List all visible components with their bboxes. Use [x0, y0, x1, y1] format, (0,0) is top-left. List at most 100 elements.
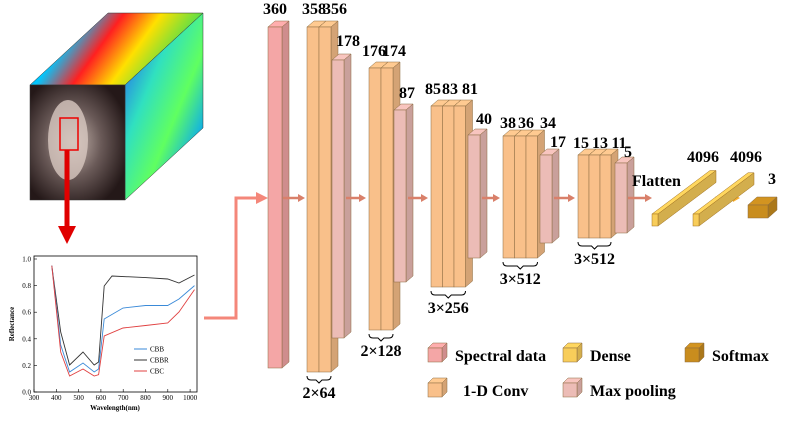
flatten-label: Flatten [632, 173, 681, 190]
output-units: 3 [768, 171, 776, 188]
legend-swatch [562, 377, 583, 398]
y-tick-label: 0.2 [22, 362, 31, 370]
prism-side [551, 148, 560, 244]
size-label: 34 [540, 115, 556, 132]
legend-swatch [427, 342, 448, 363]
size-label: 87 [399, 85, 415, 102]
prism-side [626, 156, 635, 234]
flow-arrow-head [298, 194, 305, 202]
prism-front [514, 135, 527, 259]
legend-label: CBC [150, 368, 164, 376]
x-axis-label: Wavelength(nm) [90, 404, 140, 412]
y-tick-label: 0.6 [22, 309, 31, 317]
x-tick-label: 900 [163, 394, 174, 402]
prism-front [427, 382, 443, 398]
softmax-layer [747, 196, 778, 219]
prism-side [343, 53, 352, 339]
prism-front [380, 67, 394, 331]
legend-swatch [427, 377, 448, 398]
size-label: 13 [592, 135, 608, 152]
channel-label: 2×64 [302, 385, 335, 402]
channel-label: 2×128 [360, 343, 401, 360]
x-tick-label: 500 [73, 394, 84, 402]
prism-front [442, 105, 455, 288]
size-label: 38 [500, 115, 516, 132]
size-label: 174 [382, 43, 406, 60]
legend-label: Max pooling [590, 383, 676, 400]
flow-arrow-head [421, 194, 428, 202]
prism-front [318, 26, 332, 373]
legend-label: Softmax [712, 348, 769, 365]
y-tick-label: 1.0 [22, 256, 31, 264]
prism-front [368, 67, 382, 331]
curve-cbc [51, 265, 195, 377]
x-tick-label: 800 [140, 394, 151, 402]
size-label: 40 [476, 111, 492, 128]
prism-side [281, 20, 290, 369]
hyperspectral-cube [29, 12, 204, 201]
prism-front [747, 204, 769, 219]
pool-layer [614, 156, 635, 234]
prism-front [539, 154, 553, 244]
curve-cbb [51, 265, 195, 373]
size-label: 83 [442, 81, 458, 98]
size-label: 85 [425, 81, 441, 98]
size-label: 81 [462, 81, 478, 98]
size-label: 178 [336, 33, 360, 50]
size-label: 356 [323, 1, 347, 18]
pool-layer [393, 103, 414, 283]
y-tick-label: 0.4 [22, 335, 31, 343]
size-label: 5 [624, 144, 632, 161]
legend-swatch [684, 342, 705, 363]
spectral-layer [267, 20, 290, 369]
x-tick-label: 1000 [183, 394, 198, 402]
prism-front [599, 154, 612, 239]
brace [368, 333, 394, 342]
prism-front [306, 26, 320, 373]
brace [430, 290, 466, 299]
prism-side [405, 103, 414, 283]
dense-layer [692, 172, 755, 227]
prism-front [393, 109, 407, 283]
legend-label: Spectral data [455, 348, 546, 365]
prism-front [588, 154, 601, 239]
prism-front [467, 134, 481, 259]
channel-label: 3×512 [574, 251, 615, 268]
channel-label: 3×256 [428, 300, 469, 317]
size-label: 15 [573, 135, 589, 152]
slab-front [651, 213, 659, 227]
legend-swatch [562, 342, 583, 363]
prism-front [453, 105, 466, 288]
x-tick-label: 600 [96, 394, 107, 402]
flow-arrow-head [493, 194, 500, 202]
prism-front [577, 154, 590, 239]
prism-front [525, 135, 538, 259]
slab-front [692, 213, 700, 227]
prism-front [562, 382, 578, 398]
size-label: 17 [550, 134, 566, 151]
y-axis-label: Reflectance [8, 307, 16, 342]
pool-layer [539, 148, 560, 244]
channel-label: 3×512 [500, 271, 541, 288]
legend-label: Dense [590, 348, 631, 365]
dense-layer [651, 170, 717, 227]
red-arrow [58, 150, 76, 244]
prism-side [479, 128, 488, 259]
size-label: 360 [263, 1, 287, 18]
connector-arrow [204, 192, 268, 320]
prism-front [562, 347, 578, 363]
x-tick-label: 300 [29, 394, 40, 402]
legend-label: CBBR [150, 357, 169, 365]
dense-units: 4096 [687, 149, 719, 166]
prism-front [331, 59, 345, 339]
x-tick-label: 700 [118, 394, 129, 402]
size-label: 11 [611, 135, 626, 152]
flow-arrow-head [645, 194, 652, 202]
brace [577, 241, 612, 250]
prism-front [267, 26, 283, 369]
brace [306, 375, 332, 384]
dense-units: 4096 [730, 149, 762, 166]
curve-cbbr [51, 265, 195, 366]
legend-label: 1-D Conv [463, 383, 528, 400]
